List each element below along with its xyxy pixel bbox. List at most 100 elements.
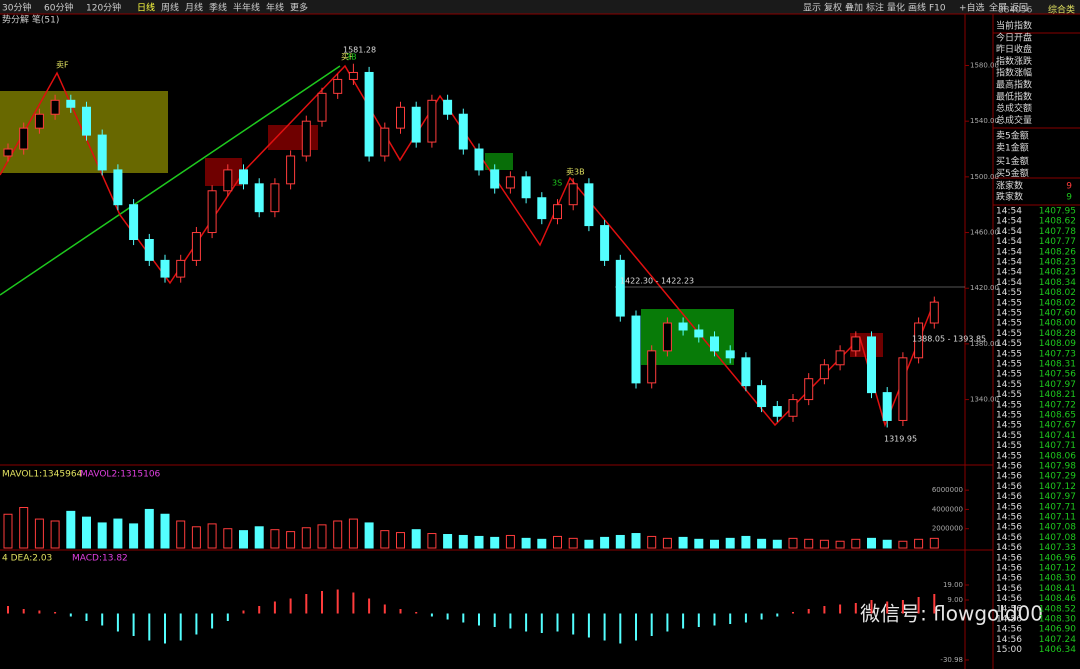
tick-time: 14:55 [996, 451, 1022, 461]
volume-bar [364, 522, 374, 549]
candle-body [505, 176, 515, 189]
info-label: 买1金额 [996, 155, 1029, 167]
candle-body [443, 99, 453, 115]
period-tab[interactable]: 季线 [209, 2, 227, 14]
tick-time: 14:55 [996, 309, 1022, 319]
info-value: 9 [1066, 182, 1072, 192]
candle-body [553, 204, 562, 220]
volume-bar [914, 538, 924, 549]
period-tab[interactable]: 30分钟 [2, 2, 31, 14]
period-tab[interactable]: 120分钟 [86, 2, 121, 14]
period-tab[interactable]: 60分钟 [44, 2, 73, 14]
info-label: 总成交量 [996, 114, 1032, 126]
tool-button[interactable]: 返回 [1010, 2, 1028, 14]
tick-time: 14:54 [996, 217, 1022, 227]
tick-time: 14:55 [996, 349, 1022, 359]
tool-button[interactable]: 全屏 [989, 2, 1007, 14]
tool-button[interactable]: 画线 [908, 2, 926, 14]
tick-time: 14:55 [996, 288, 1022, 298]
tool-button[interactable]: 复权 [824, 2, 842, 14]
annotation: 卖F [56, 61, 69, 70]
tick-price: 1406.96 [1039, 553, 1076, 563]
tool-button[interactable]: 量化 [887, 2, 905, 14]
tick-price: 1408.21 [1039, 390, 1076, 400]
tick-price: 1407.08 [1039, 523, 1076, 533]
tick-price: 1408.30 [1039, 574, 1076, 584]
volume-bar [835, 540, 845, 549]
tick-time: 14:56 [996, 533, 1022, 543]
volume-bar [411, 529, 421, 549]
tick-price: 1408.00 [1039, 319, 1076, 329]
tick-time: 14:55 [996, 329, 1022, 339]
chart-legend: 势分解 笔(51) [2, 14, 59, 26]
tool-button[interactable]: F10 [929, 4, 946, 14]
volume-bar [333, 520, 343, 549]
volume-bar [301, 527, 311, 549]
tick-time: 14:56 [996, 502, 1022, 512]
y-tick-label: -30.98 [940, 656, 963, 664]
tick-time: 14:55 [996, 339, 1022, 349]
period-tab[interactable]: 周线 [161, 2, 179, 14]
candle-body [286, 155, 296, 185]
tick-time: 14:54 [996, 237, 1022, 247]
volume-bar [19, 507, 29, 549]
tick-time: 14:56 [996, 625, 1022, 635]
candle-body [176, 259, 186, 278]
candle-body [914, 322, 924, 359]
tick-time: 14:56 [996, 604, 1022, 614]
tick-time: 14:54 [996, 227, 1022, 237]
candle-body [741, 357, 751, 387]
candle-body [223, 169, 233, 192]
candle-body [725, 350, 735, 359]
period-tab[interactable]: 年线 [266, 2, 284, 14]
candle-body [615, 259, 625, 317]
annotation: 3B [346, 53, 357, 62]
trend-line [0, 65, 341, 296]
volume-bar [772, 539, 782, 549]
y-tick-label: 9.00 [947, 596, 963, 604]
candle-body [427, 99, 437, 143]
candle-body [474, 148, 484, 171]
volume-bar [348, 518, 358, 549]
annotation: 3S [552, 179, 562, 188]
period-tab[interactable]: 更多 [290, 2, 308, 14]
candle-body [600, 225, 610, 261]
tool-button[interactable]: 标注 [866, 2, 884, 14]
tool-button[interactable]: +自选 [959, 2, 985, 14]
period-tab[interactable]: 日线 [137, 2, 155, 14]
candle-body [66, 99, 76, 108]
candle-body [537, 197, 547, 220]
info-label: 涨家数 [996, 180, 1023, 192]
volume-bar [584, 539, 594, 549]
legend-item: MACD:13.82 [72, 554, 128, 564]
candle-body [757, 385, 767, 408]
candle-body [50, 99, 60, 115]
volume-bar [286, 531, 296, 549]
annotation: 卖3B [566, 168, 585, 177]
volume-bar [647, 535, 657, 549]
period-tab[interactable]: 半年线 [233, 2, 260, 14]
volume-bar [788, 537, 798, 549]
tool-button[interactable]: 叠加 [845, 3, 863, 14]
tick-price: 1407.98 [1039, 462, 1076, 472]
tick-price: 1407.71 [1039, 441, 1076, 451]
pivot-zone [485, 153, 513, 170]
volume-bar [553, 535, 562, 549]
candle-body [694, 329, 704, 338]
tick-time: 14:56 [996, 615, 1022, 625]
tick-price: 1408.02 [1039, 298, 1076, 308]
tick-time: 14:54 [996, 258, 1022, 268]
tick-price: 1408.02 [1039, 288, 1076, 298]
annotation: 1422.30 - 1422.23 [620, 277, 694, 286]
period-tab[interactable]: 月线 [185, 2, 203, 14]
candle-body [819, 364, 829, 380]
tick-price: 1407.56 [1039, 370, 1076, 380]
tick-time: 14:55 [996, 431, 1022, 441]
tick-price: 1408.65 [1039, 411, 1076, 421]
tool-button[interactable]: 显示 [803, 3, 821, 14]
volume-bar [34, 518, 44, 549]
annotation: 1319.95 [884, 435, 917, 444]
candle-body [490, 169, 500, 189]
watermark: 微信号: flowgold00 [860, 602, 1043, 626]
